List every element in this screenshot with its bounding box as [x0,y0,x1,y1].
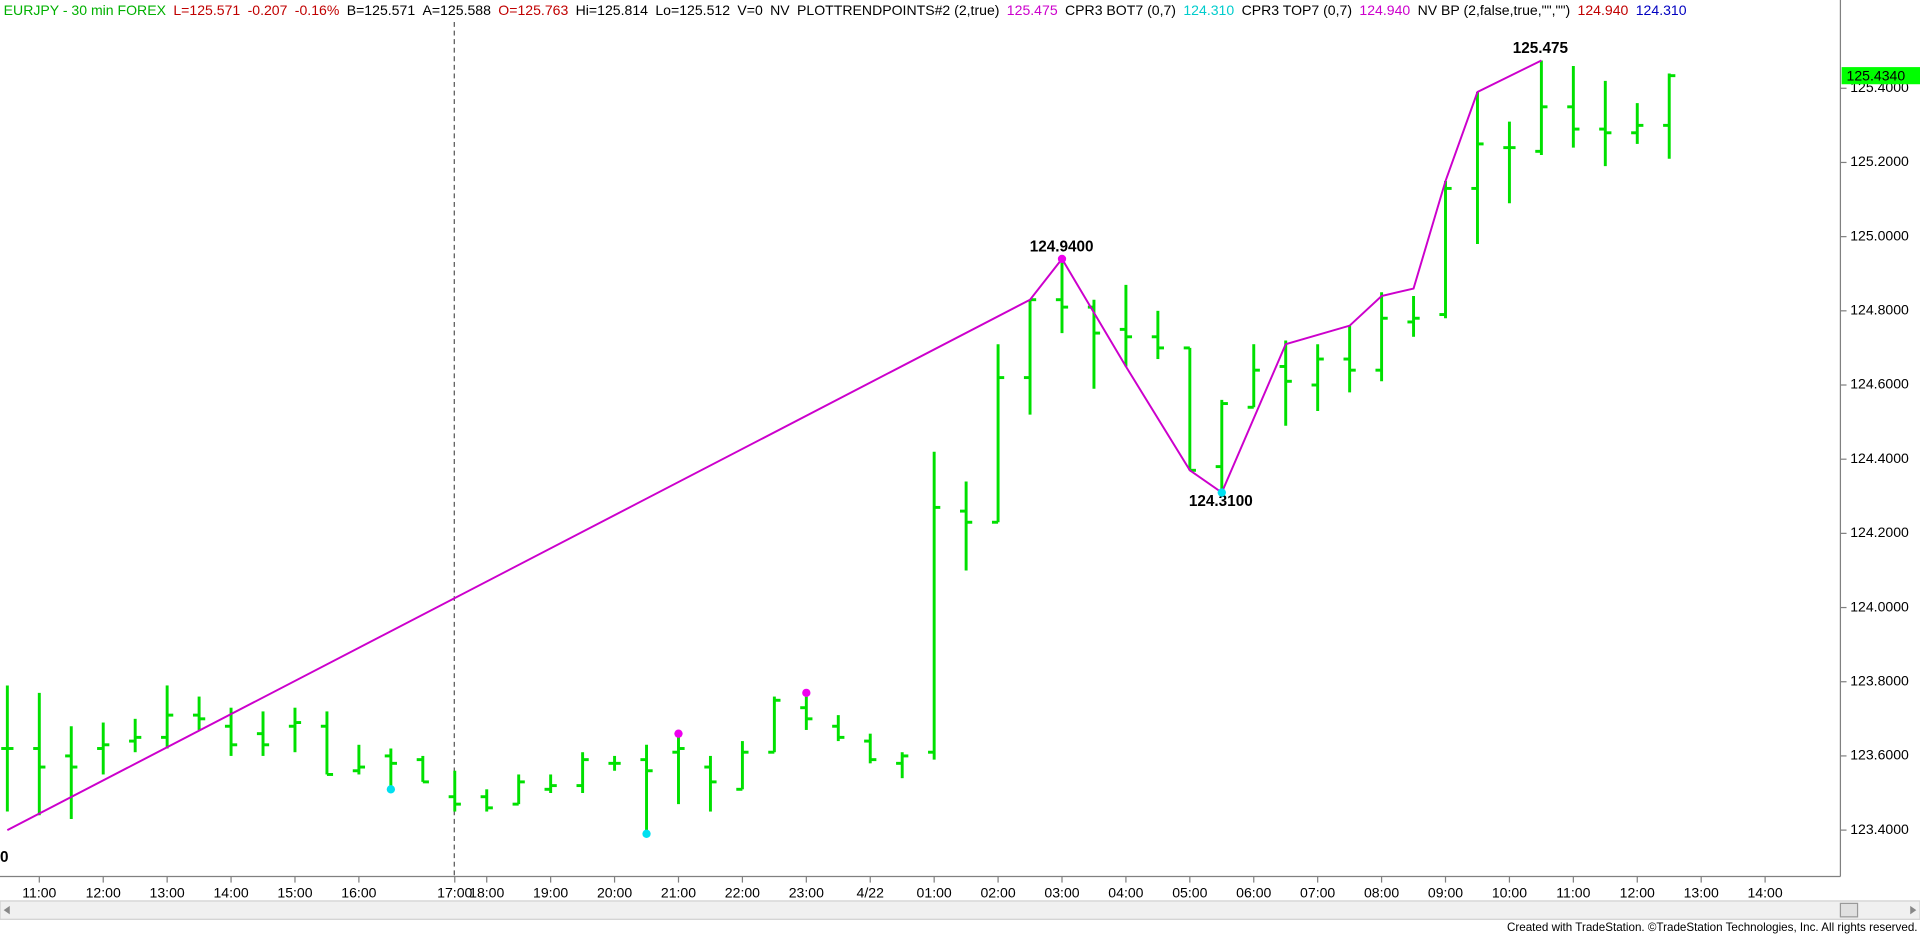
footer: Created with TradeStation. ©TradeStation… [1507,921,1918,934]
x-tick-label: 03:00 [1044,884,1079,900]
header-item: Hi=125.814 [576,2,649,18]
y-tick-label: 124.6000 [1850,376,1909,392]
x-tick-label: 12:00 [1620,884,1655,900]
x-tick-label: 10:00 [1492,884,1527,900]
chart-header: EURJPY - 30 min FOREX L=125.571 -0.207 -0.1… [4,2,1687,18]
annotation: 0 [0,849,9,866]
x-tick-label: 09:00 [1428,884,1463,900]
header-item: 124.310 [1183,2,1234,18]
annotation: 125.475 [1513,40,1569,57]
x-tick-label: 01:00 [917,884,952,900]
header-item: EURJPY - 30 min FOREX [4,2,167,18]
annotation: 124.9400 [1030,238,1094,255]
header-item: 124.310 [1636,2,1687,18]
header-item: 124.940 [1578,2,1629,18]
scroll-right-arrow[interactable] [1910,905,1917,915]
y-tick-label: 125.0000 [1850,227,1909,243]
header-item: -0.16% [295,2,340,18]
pivot-marker [802,688,811,698]
header-item: L=125.571 [173,2,240,18]
header-item: A=125.588 [423,2,492,18]
y-tick-label: 123.6000 [1850,747,1909,763]
header-item: O=125.763 [498,2,568,18]
y-tick-label: 124.2000 [1850,524,1909,540]
header-item: NV BP (2,false,true,"","") [1418,2,1571,18]
x-tick-label: 07:00 [1300,884,1335,900]
x-tick-label: 06:00 [1236,884,1271,900]
scrollbar[interactable] [0,900,1920,920]
x-tick-label: 21:00 [661,884,696,900]
x-tick-label: 13:00 [1684,884,1719,900]
x-tick-label: 22:00 [725,884,760,900]
header-item: B=125.571 [347,2,416,18]
y-tick-label: 124.0000 [1850,598,1909,614]
y-tick-label: 123.8000 [1850,672,1909,688]
x-tick-label: 12:00 [86,884,121,900]
x-tick-label: 02:00 [980,884,1015,900]
x-tick-label: 17:00 [437,884,472,900]
x-tick-label: 23:00 [789,884,824,900]
x-tick-label: 14:00 [213,884,248,900]
pivot-marker [1057,254,1067,264]
x-tick-label: 18:00 [469,884,504,900]
x-tick-label: 11:00 [22,884,56,900]
last-price-tag [1841,67,1920,85]
x-tick-label: 13:00 [150,884,185,900]
y-tick-label: 125.2000 [1850,153,1909,169]
scroll-thumb[interactable] [1839,902,1859,918]
header-item: V=0 [737,2,763,18]
x-tick-label: 08:00 [1364,884,1399,900]
header-item: 125.475 [1007,2,1058,18]
header-item: -0.207 [248,2,288,18]
y-tick-label: 124.8000 [1850,302,1909,318]
scroll-left-arrow[interactable] [3,905,10,915]
x-tick-label: 20:00 [597,884,632,900]
x-tick-label: 05:00 [1172,884,1207,900]
header-item: 124.940 [1359,2,1410,18]
pivot-marker [642,829,651,838]
pivot-marker [674,729,683,738]
x-tick-label: 19:00 [533,884,568,900]
y-tick-label: 124.4000 [1850,450,1909,466]
header-item: PLOTTRENDPOINTS#2 (2,true) [797,2,999,18]
header-item: Lo=125.512 [655,2,730,18]
annotation: 124.3100 [1189,493,1253,510]
x-tick-label: 16:00 [341,884,376,900]
header-item: NV [770,2,790,18]
header-item: CPR3 TOP7 (0,7) [1242,2,1352,18]
last-price-label: 125.4340 [1847,68,1906,84]
pivot-marker [1217,488,1226,497]
x-tick-label: 04:00 [1108,884,1143,900]
header-item: CPR3 BOT7 (0,7) [1065,2,1176,18]
x-tick-label: 15:00 [277,884,312,900]
pivot-marker [386,785,396,794]
y-tick-label: 123.4000 [1850,821,1909,837]
x-tick-label: 11:00 [1556,884,1590,900]
x-tick-label: 14:00 [1747,884,1782,900]
x-tick-label: 4/22 [857,884,885,900]
